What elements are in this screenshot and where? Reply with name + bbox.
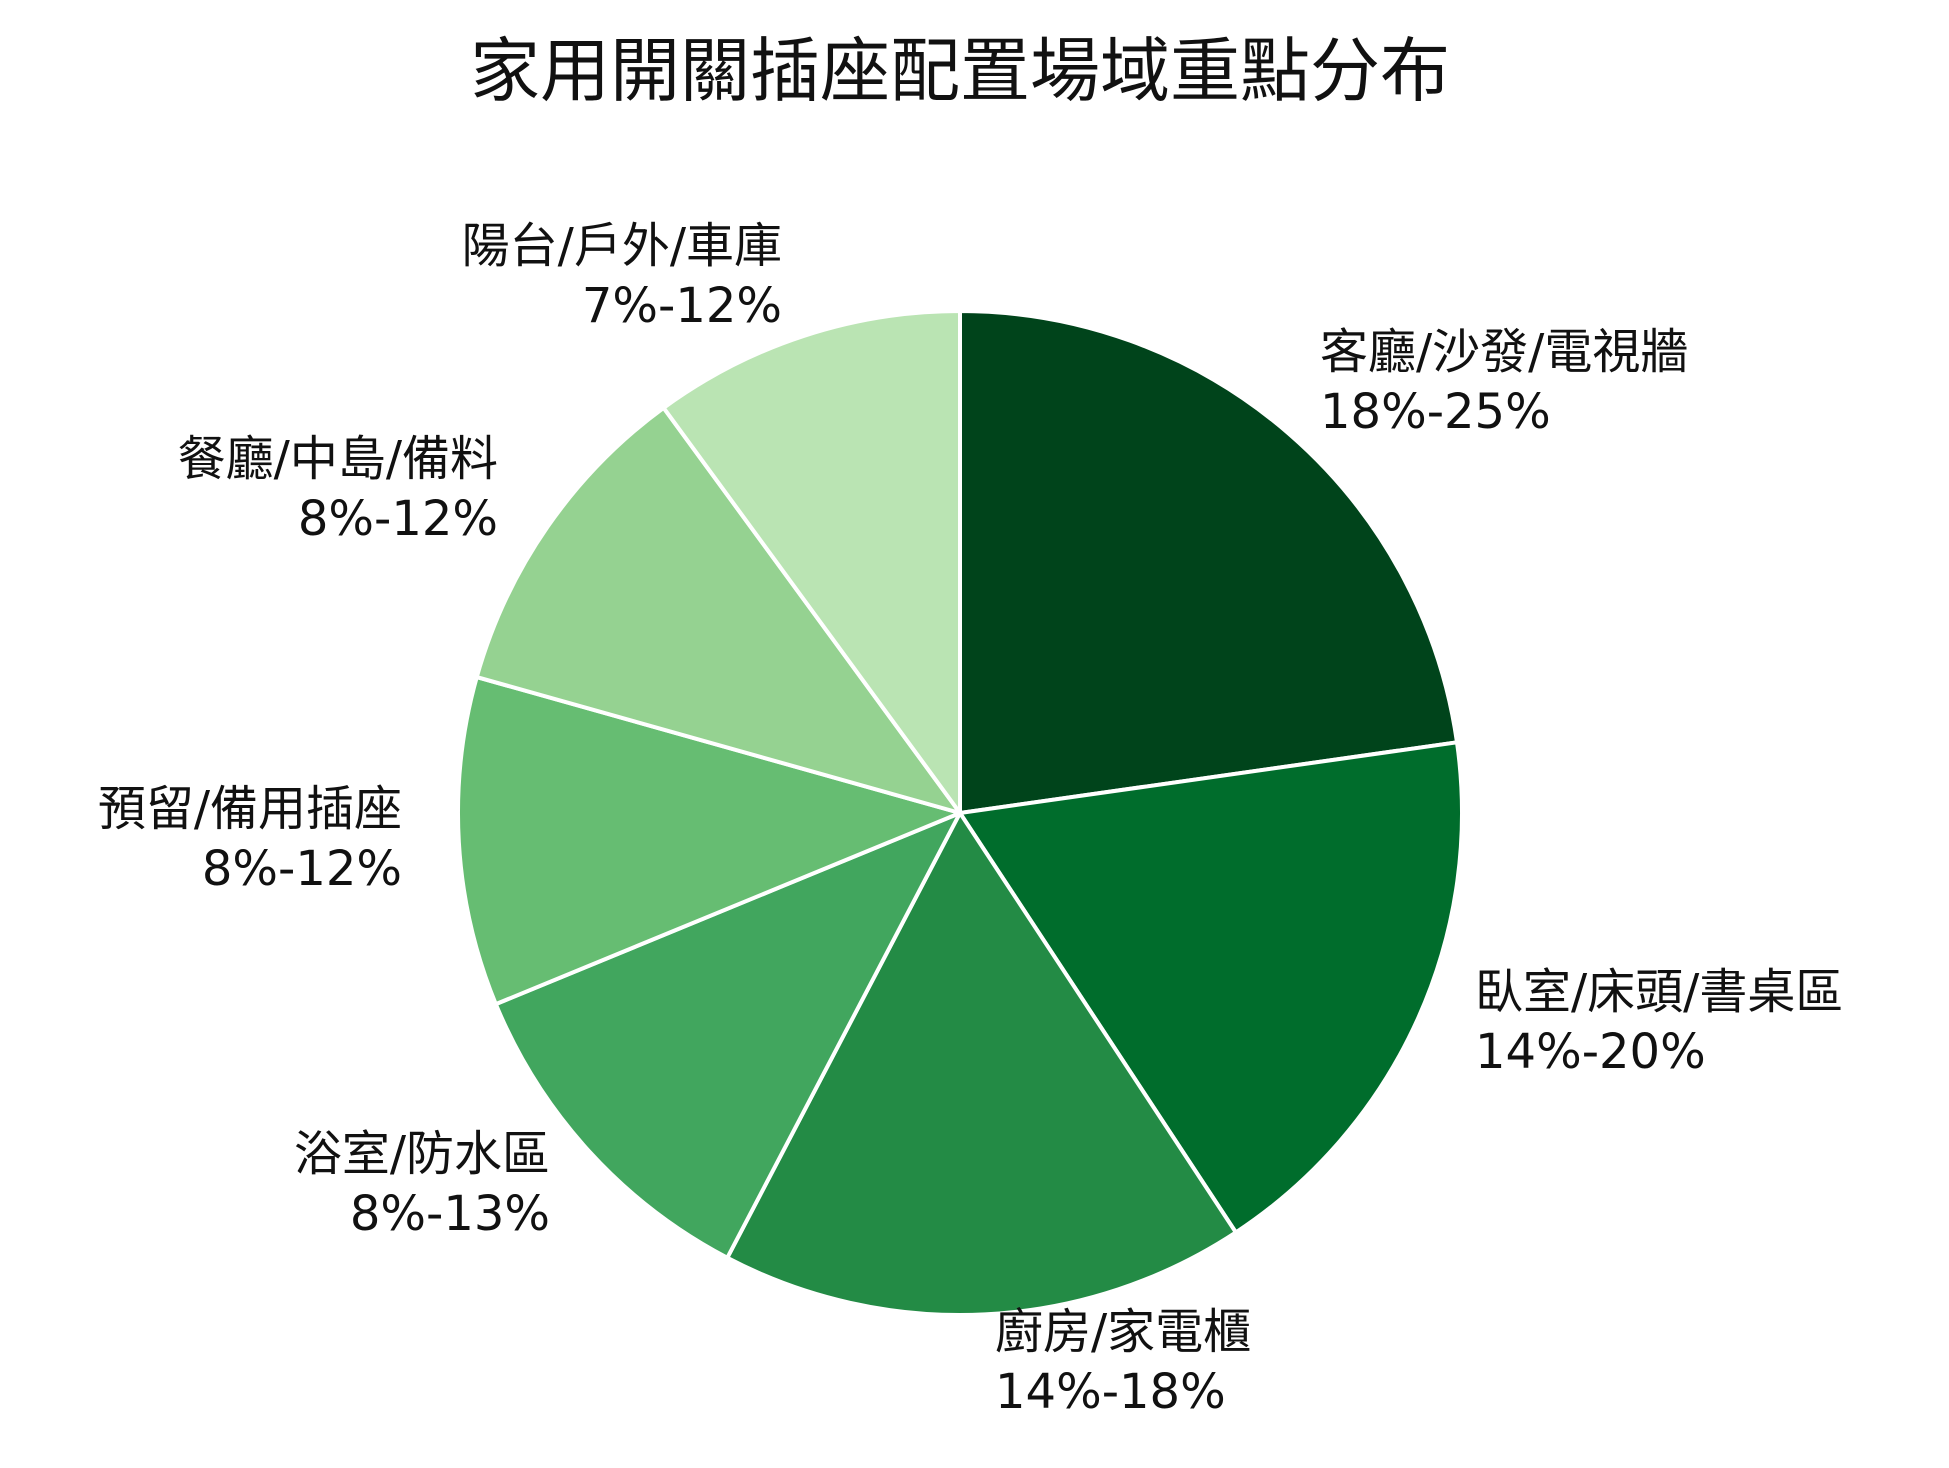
slice-range-label: 18%-25% (1320, 384, 1551, 440)
pie-slice (725, 811, 1238, 1317)
slice-label: 廚房/家電櫃 (995, 1304, 1251, 1360)
slice-label: 陽台/戶外/車庫 (462, 218, 782, 274)
pie-slice (661, 309, 962, 815)
pie-slices (456, 309, 1464, 1317)
slice-range-label: 8%-12% (202, 841, 402, 897)
slice-label: 臥室/床頭/書桌區 (1475, 964, 1843, 1020)
slice-range-label: 7%-12% (582, 278, 782, 334)
slice-label: 客廳/沙發/電視牆 (1320, 324, 1688, 380)
chart-title: 家用開關插座配置場域重點分布 (470, 30, 1450, 112)
slice-label: 餐廳/中島/備料 (178, 431, 498, 487)
pie-slice (958, 740, 1464, 1235)
pie-slice (958, 309, 1459, 815)
slice-range-label: 14%-20% (1475, 1024, 1706, 1080)
slice-range-label: 8%-13% (350, 1186, 550, 1242)
pie-slice (456, 675, 962, 1007)
pie-slice (493, 811, 962, 1260)
slice-range-label: 8%-12% (298, 491, 498, 547)
slice-range-label: 14%-18% (995, 1364, 1226, 1420)
slice-label: 預留/備用插座 (98, 781, 402, 837)
slice-label: 浴室/防水區 (294, 1126, 550, 1182)
pie-slice (474, 405, 962, 815)
